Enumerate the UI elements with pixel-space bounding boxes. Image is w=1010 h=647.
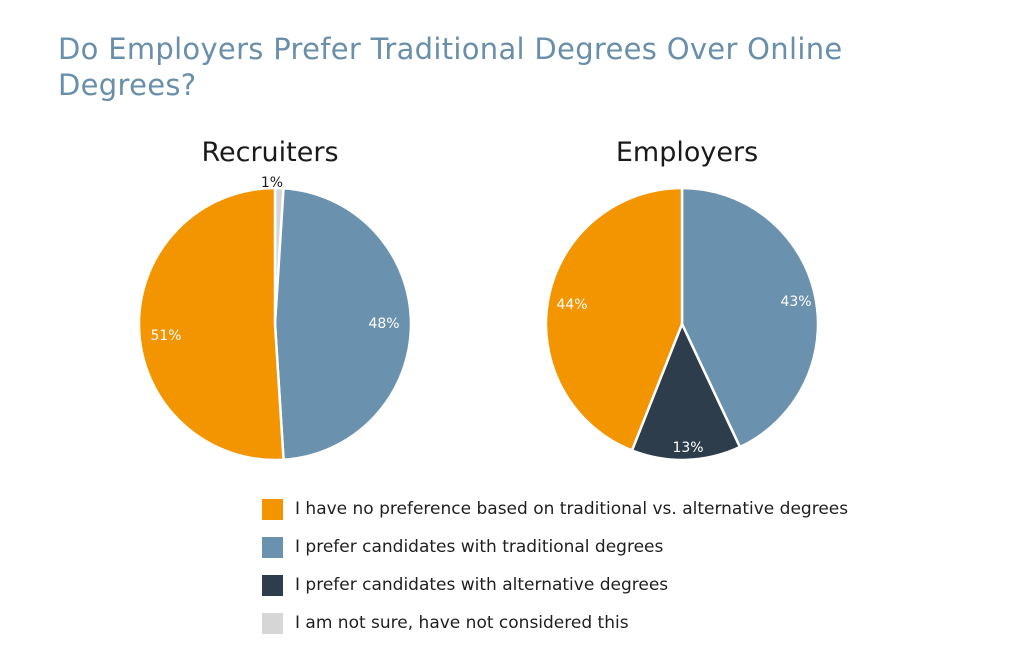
data-label: 48% xyxy=(368,316,399,332)
legend-label: I am not sure, have not considered this xyxy=(295,613,629,633)
employers-chart-title: Employers xyxy=(616,137,758,168)
legend-swatch xyxy=(262,498,283,520)
employers-pie: 44% 43% 13% xyxy=(544,186,820,462)
legend-item-traditional: I prefer candidates with traditional deg… xyxy=(262,528,848,566)
pie-slice xyxy=(273,187,413,461)
page-title: Do Employers Prefer Traditional Degrees … xyxy=(58,32,843,102)
legend: I have no preference based on traditiona… xyxy=(262,490,848,642)
pie-slice xyxy=(630,322,742,462)
legend-swatch xyxy=(262,612,283,634)
legend-swatch xyxy=(262,574,283,596)
legend-label: I prefer candidates with alternative deg… xyxy=(295,575,669,595)
pie-slice xyxy=(680,186,820,449)
pie-slice xyxy=(544,186,684,452)
data-label: 1% xyxy=(261,175,283,191)
data-label: 44% xyxy=(556,297,587,313)
pie-slice xyxy=(137,186,285,462)
pie-charts: Recruiters Employers 51% 48% 1% 44% 43% 13% xyxy=(137,137,820,462)
legend-swatch xyxy=(262,536,283,558)
legend-item-not-sure: I am not sure, have not considered this xyxy=(262,604,848,642)
legend-label: I prefer candidates with traditional deg… xyxy=(295,537,664,557)
data-label: 13% xyxy=(672,440,703,456)
recruiters-pie: 51% 48% 1% xyxy=(137,175,413,462)
data-label: 43% xyxy=(780,294,811,310)
legend-item-alternative: I prefer candidates with alternative deg… xyxy=(262,566,848,604)
legend-item-no-preference: I have no preference based on traditiona… xyxy=(262,490,848,528)
data-label: 51% xyxy=(150,328,181,344)
legend-label: I have no preference based on traditiona… xyxy=(295,499,849,519)
recruiters-chart-title: Recruiters xyxy=(201,137,338,168)
